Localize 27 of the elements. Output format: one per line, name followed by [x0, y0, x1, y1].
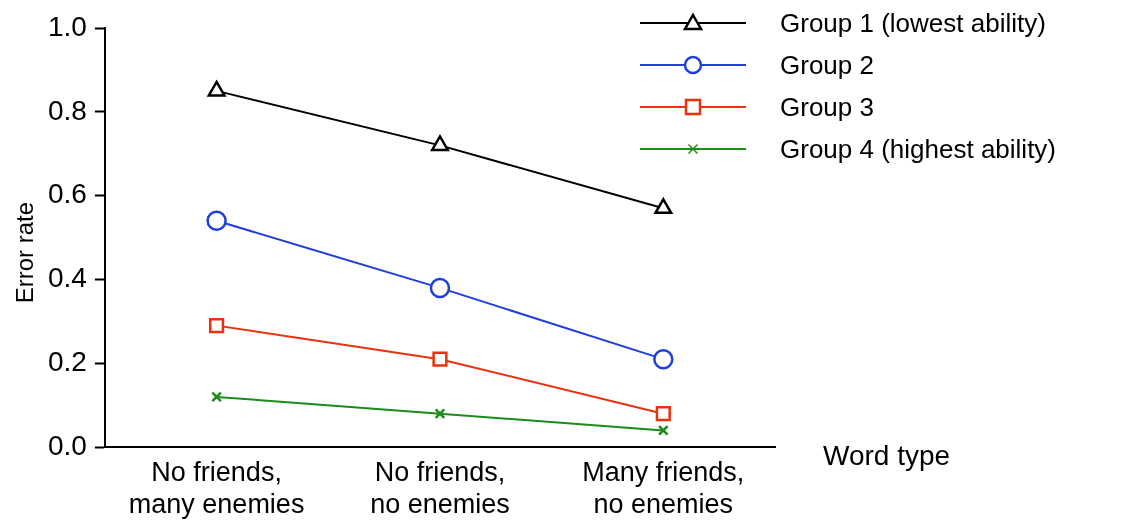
y-tick-label: 0.2: [47, 346, 87, 378]
y-tick-label: 1.0: [47, 10, 87, 42]
y-tick-label: 0.0: [47, 429, 87, 461]
y-tick-label: 0.4: [47, 262, 87, 294]
point: [434, 408, 446, 420]
legend-label: Group 2: [780, 49, 874, 81]
x-tick-label: No friends, many enemies: [128, 456, 305, 520]
y-tick-label: 0.6: [47, 178, 87, 210]
point: [207, 80, 226, 97]
y-axis-title: Error rate: [10, 201, 38, 304]
x-axis-title: Word type: [823, 439, 951, 471]
point: [655, 406, 671, 422]
point: [206, 210, 227, 232]
point: [208, 318, 225, 334]
x-tick-label: No friends, no enemies: [370, 456, 510, 520]
legend-label: Group 3: [780, 91, 874, 123]
point: [657, 424, 669, 436]
legend-label: Group 4 (highest ability): [780, 133, 1057, 165]
point: [211, 391, 223, 403]
legend-label: Group 1 (lowest ability): [780, 7, 1046, 39]
y-tick-label: 0.8: [47, 94, 87, 126]
point: [429, 277, 451, 299]
point: [653, 348, 674, 370]
point: [432, 351, 448, 367]
point: [654, 198, 673, 215]
point: [430, 135, 450, 152]
x-tick-label: Many friends, no enemies: [582, 456, 745, 520]
